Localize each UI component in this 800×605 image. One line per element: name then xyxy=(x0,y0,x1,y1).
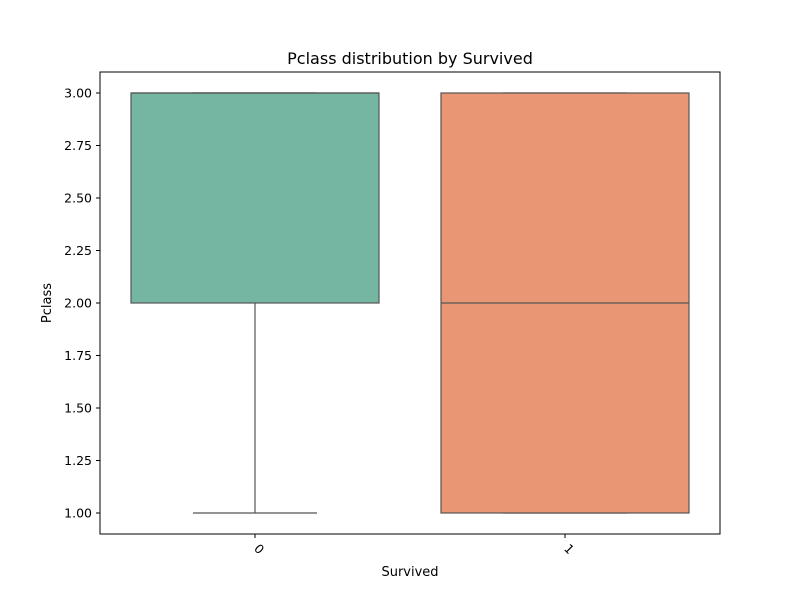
chart-title: Pclass distribution by Survived xyxy=(287,49,533,68)
y-axis-label: Pclass xyxy=(40,283,55,323)
y-tick-label: 1.50 xyxy=(64,401,92,416)
box-iqr xyxy=(130,92,380,304)
x-axis-label: Survived xyxy=(381,565,438,580)
x-tick-label: 0 xyxy=(251,541,267,557)
y-tick-label: 2.75 xyxy=(64,138,92,153)
x-tick-label: 1 xyxy=(561,541,577,557)
plot-area xyxy=(130,92,690,514)
y-tick-label: 1.00 xyxy=(64,506,92,521)
y-tick-label: 2.50 xyxy=(64,191,92,206)
y-axis: 1.00 1.25 1.50 1.75 2.00 2.25 2.50 2.75 3.00 xyxy=(64,86,100,521)
y-tick-label: 2.00 xyxy=(64,296,92,311)
y-tick-label: 1.25 xyxy=(64,453,92,468)
box-group-0 xyxy=(130,92,380,514)
y-tick-label: 2.25 xyxy=(64,243,92,258)
y-tick-label: 1.75 xyxy=(64,348,92,363)
box-group-1 xyxy=(440,92,690,514)
y-tick-label: 3.00 xyxy=(64,86,92,101)
